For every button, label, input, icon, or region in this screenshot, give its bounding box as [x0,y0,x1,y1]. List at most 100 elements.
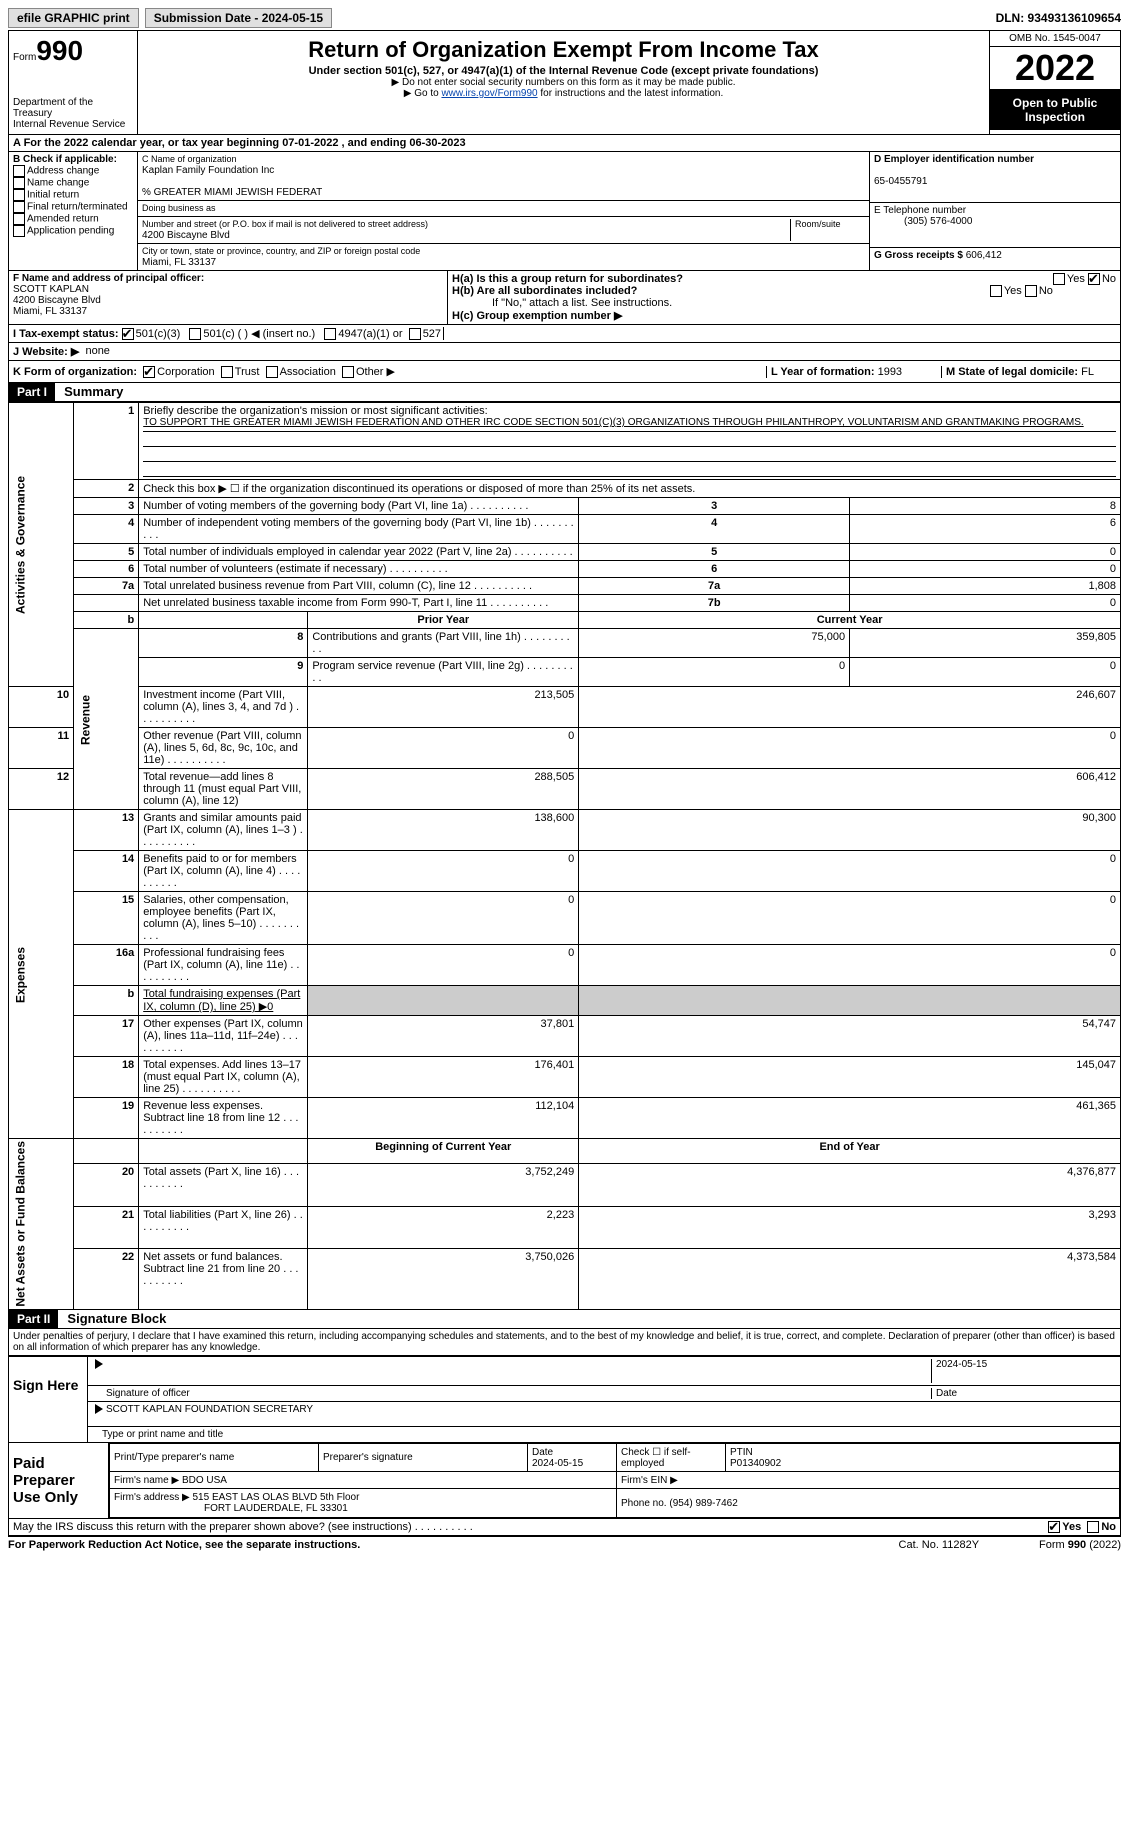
checkbox-addr-change[interactable] [13,165,25,177]
cb-label: Name change [27,178,89,189]
col-f: F Name and address of principal officer:… [9,271,448,324]
checkbox-final[interactable] [13,201,25,213]
part2-header: Part II Signature Block [8,1310,1121,1329]
discuss-text: May the IRS discuss this return with the… [13,1521,473,1533]
officer-name: SCOTT KAPLAN [13,284,89,295]
ha-label: H(a) Is this a group return for subordin… [452,273,683,285]
line-value: 8 [850,498,1121,515]
tel-label: E Telephone number [874,205,966,216]
paid-preparer-label: Paid Preparer Use Only [9,1443,109,1518]
hc-label: H(c) Group exemption number ▶ [452,310,622,322]
tax-year: 2022 [990,47,1120,90]
year-formation: 1993 [878,366,902,378]
checkbox-name-change[interactable] [13,177,25,189]
curr-val: 461,365 [579,1098,1121,1139]
cb-assoc[interactable] [266,366,278,378]
curr-val: 246,607 [579,687,1121,728]
officer-addr2: Miami, FL 33137 [13,306,87,317]
line-text: Contributions and grants (Part VIII, lin… [308,629,579,658]
line-text: Salaries, other compensation, employee b… [139,892,308,945]
discuss-yes[interactable] [1048,1521,1060,1533]
irs-link[interactable]: www.irs.gov/Form990 [441,88,537,99]
checkbox-initial[interactable] [13,189,25,201]
efile-button[interactable]: efile GRAPHIC print [8,8,139,28]
yes-label: Yes [1004,285,1022,297]
line-text: Total liabilities (Part X, line 26) [139,1206,308,1249]
row-j: J Website: ▶ none [8,343,1121,361]
cb-527[interactable] [409,328,421,340]
opt-501c: 501(c) ( ) ◀ (insert no.) [203,328,315,340]
self-employed-label: Check ☐ if self-employed [616,1443,725,1472]
part1-badge: Part I [9,383,55,401]
curr-val: 0 [850,658,1121,687]
checkbox-pending[interactable] [13,225,25,237]
prior-val: 0 [308,892,579,945]
discuss-row: May the IRS discuss this return with the… [8,1519,1121,1536]
officer-addr1: 4200 Biscayne Blvd [13,295,101,306]
curr-val: 606,412 [579,769,1121,810]
line-text: Total assets (Part X, line 16) [139,1164,308,1207]
discuss-no[interactable] [1087,1521,1099,1533]
cb-other[interactable] [342,366,354,378]
row-a: A For the 2022 calendar year, or tax yea… [8,135,1121,152]
paid-preparer-block: Paid Preparer Use Only Print/Type prepar… [8,1443,1121,1519]
exp-row: 16aProfessional fundraising fees (Part I… [9,945,1121,986]
vlabel-netassets: Net Assets or Fund Balances [9,1139,74,1310]
col-h: H(a) Is this a group return for subordin… [448,271,1120,324]
curr-val: 145,047 [579,1057,1121,1098]
submission-button[interactable]: Submission Date - 2024-05-15 [145,8,332,28]
irs-text: Internal Revenue Service [13,119,133,130]
prep-sig-label: Preparer's signature [318,1443,527,1472]
prior-val: 112,104 [308,1098,579,1139]
year-formation-label: L Year of formation: [771,366,875,378]
footer: For Paperwork Reduction Act Notice, see … [8,1536,1121,1553]
cb-trust[interactable] [221,366,233,378]
opt-trust: Trust [235,366,260,378]
phone-value: (954) 989-7462 [669,1498,737,1509]
curr-val: 0 [579,945,1121,986]
checkbox-amended[interactable] [13,213,25,225]
line-text: Number of independent voting members of … [139,515,579,544]
ha-yes[interactable] [1053,273,1065,285]
prior-val: 213,505 [308,687,579,728]
cb-corp[interactable] [143,366,155,378]
section-bc: B Check if applicable: Address change Na… [8,152,1121,271]
prior-val: 37,801 [308,1016,579,1057]
line-text: Professional fundraising fees (Part IX, … [139,945,308,986]
gross-label: G Gross receipts $ [874,250,963,261]
addr-label: Number and street (or P.O. box if mail i… [142,219,428,229]
net-row: 22Net assets or fund balances. Subtract … [9,1249,1121,1309]
hb-yes[interactable] [990,285,1002,297]
form-org-label: K Form of organization: [13,366,137,378]
cb-4947[interactable] [324,328,336,340]
rev-row: 11Other revenue (Part VIII, column (A), … [9,728,1121,769]
city-state-zip: Miami, FL 33137 [142,257,216,268]
ha-no[interactable] [1088,273,1100,285]
domicile-label: M State of legal domicile: [946,366,1078,378]
gross-value: 606,412 [966,250,1002,261]
omb-text: OMB No. 1545-0047 [990,31,1120,47]
opt-4947: 4947(a)(1) or [338,328,402,340]
line-text: Total number of volunteers (estimate if … [139,561,579,578]
line-text: Total unrelated business revenue from Pa… [139,578,579,595]
prior-year-hdr: Prior Year [308,612,579,629]
note-ssn: ▶ Do not enter social security numbers o… [142,77,985,88]
exp-row: 14Benefits paid to or for members (Part … [9,851,1121,892]
domicile: FL [1081,366,1094,378]
col-d: D Employer identification number65-04557… [870,152,1120,270]
net-row: 20Total assets (Part X, line 16)3,752,24… [9,1164,1121,1207]
city-label: City or town, state or province, country… [142,246,420,256]
hb-no[interactable] [1025,285,1037,297]
rev-row: 12Total revenue—add lines 8 through 11 (… [9,769,1121,810]
arrow-icon [95,1359,103,1369]
firm-addr1: 515 EAST LAS OLAS BLVD 5th Floor [193,1492,360,1503]
prior-val: 288,505 [308,769,579,810]
mission-label: Briefly describe the organization's miss… [143,405,487,417]
officer-name-title: SCOTT KAPLAN FOUNDATION SECRETARY [106,1404,313,1424]
prep-name-label: Print/Type preparer's name [109,1443,318,1472]
cb-501c[interactable] [189,328,201,340]
prior-val: 0 [308,851,579,892]
tel-value: (305) 576-4000 [904,216,972,227]
date-label: Date [931,1388,1116,1399]
cb-501c3[interactable] [122,328,134,340]
